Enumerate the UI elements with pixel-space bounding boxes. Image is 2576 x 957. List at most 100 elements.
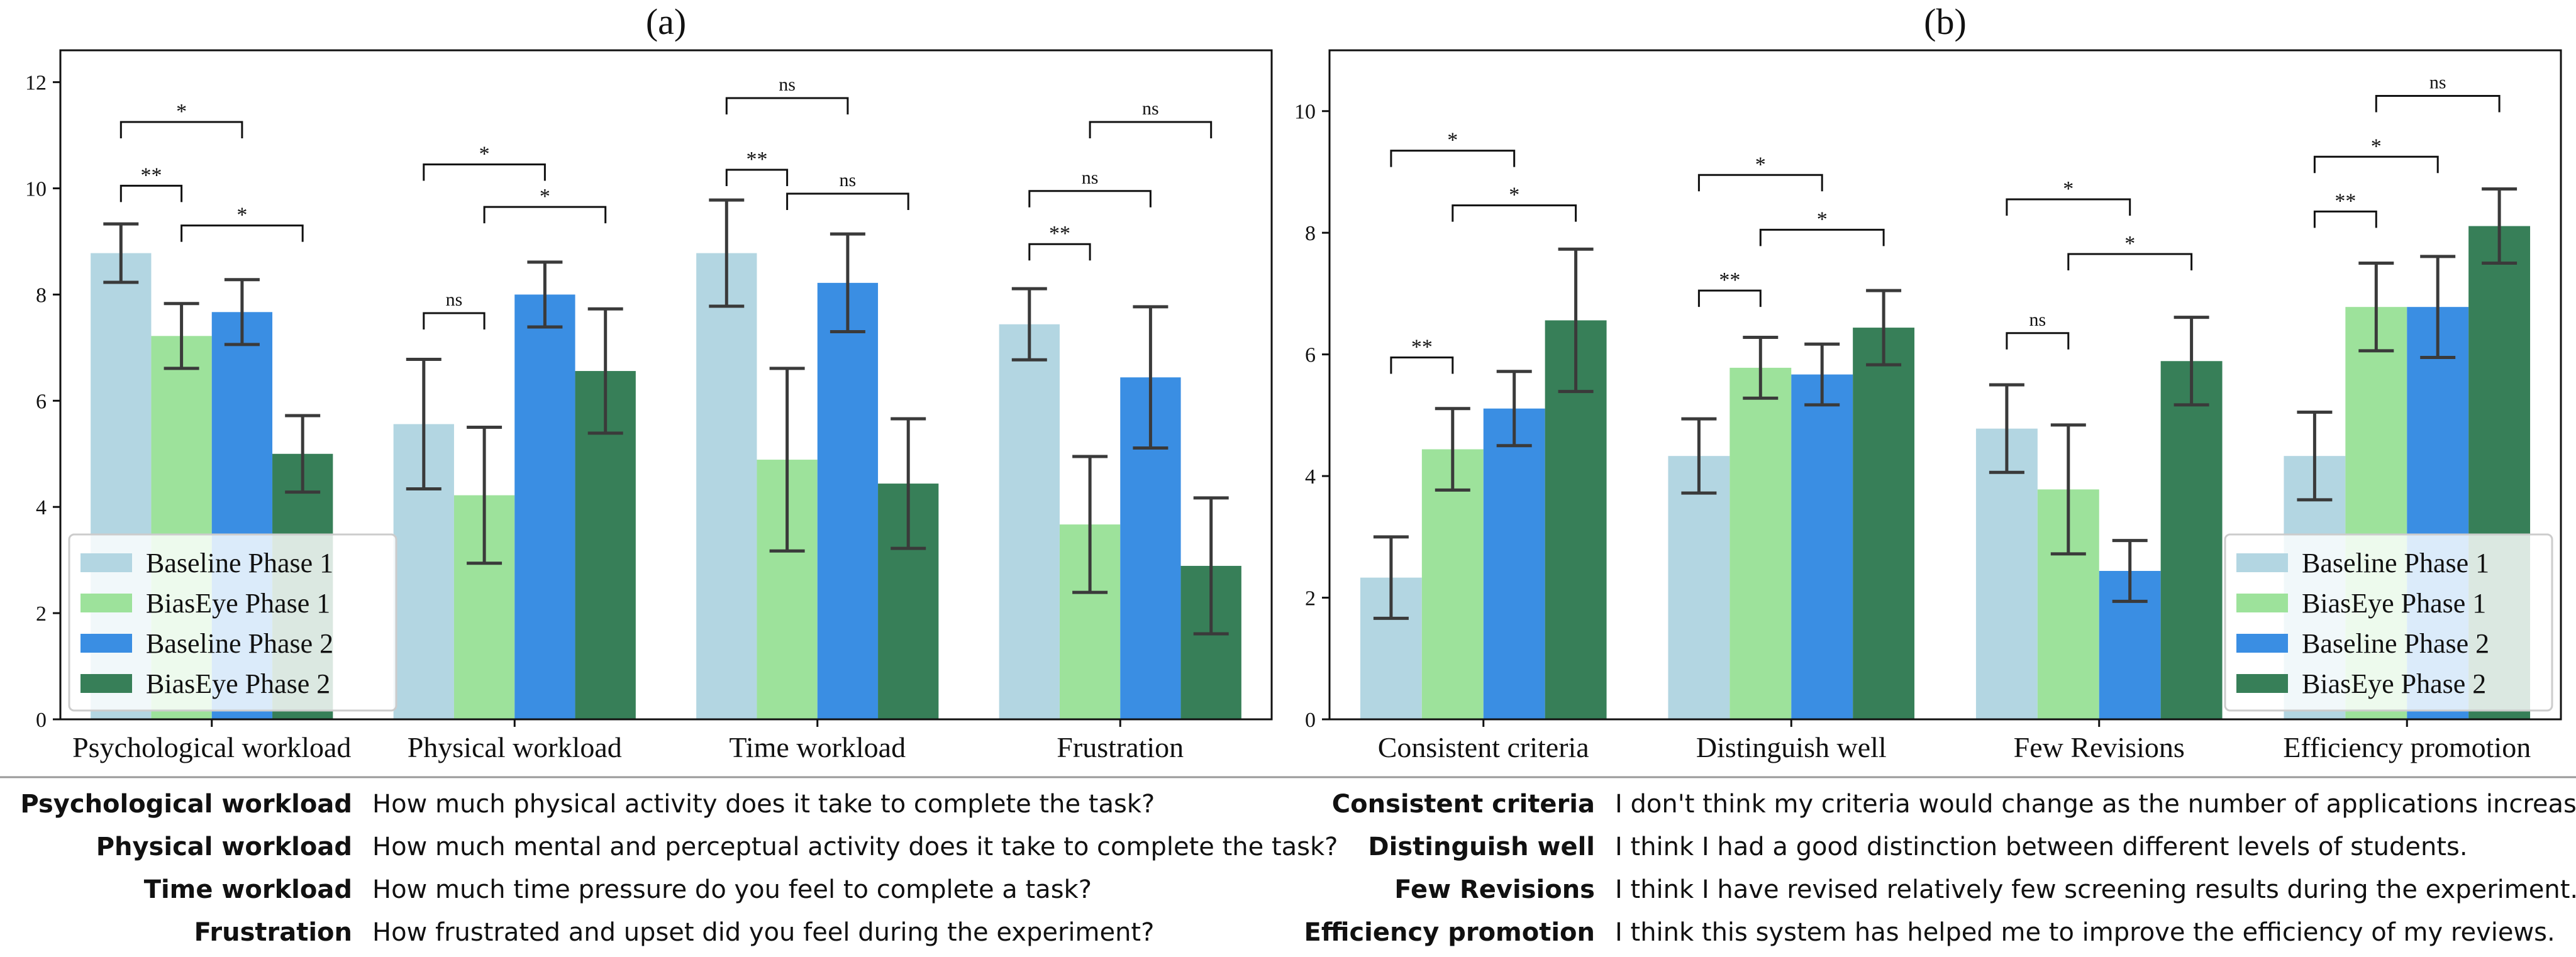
y-tick-label: 8 — [1305, 222, 1316, 245]
description-list-right: Consistent criteria I don't think my crit… — [1304, 790, 2576, 947]
significance-label: ns — [2029, 309, 2046, 330]
legend-swatch-baseline-phase-1 — [2236, 553, 2288, 572]
bar-baseline-phase-1-frustration — [999, 324, 1060, 719]
y-tick-label: 10 — [1294, 101, 1316, 124]
significance-label: * — [1509, 184, 1519, 207]
chart-title: (a) — [646, 1, 686, 42]
significance-label: * — [236, 204, 247, 227]
significance-label: ns — [446, 289, 463, 310]
x-tick-label-efficiency-promotion: Efficiency promotion — [2283, 731, 2531, 763]
significance-label: * — [2063, 177, 2074, 201]
significance-bracket — [725, 97, 849, 114]
x-tick-label-distinguish-well: Distinguish well — [1696, 731, 1887, 763]
y-tick-label: 12 — [25, 72, 47, 95]
x-tick-label-frustration: Frustration — [1057, 731, 1184, 763]
bar-biaseye-phase-1-consistent-criteria — [1421, 449, 1484, 719]
description-term-consistent-criteria: Consistent criteria — [1332, 790, 1595, 819]
bar-baseline-phase-1-few-revisions — [1975, 428, 2038, 719]
description-list-left: Psychological workload How much physical … — [20, 790, 1338, 947]
description-text-few-revisions: I think I have revised relatively few sc… — [1615, 875, 2576, 904]
description-term-efficiency-promotion: Efficiency promotion — [1304, 918, 1595, 947]
legend-swatch-baseline-phase-2 — [2236, 634, 2288, 653]
significance-bracket — [1697, 174, 1823, 192]
significance-bracket — [2313, 210, 2377, 228]
y-tick-label: 10 — [25, 178, 47, 201]
significance-bracket — [2067, 253, 2193, 271]
y-tick-label: 0 — [36, 709, 47, 732]
description-text-distinguish-well: I think I had a good distinction between… — [1615, 833, 2468, 861]
bar-biaseye-phase-2-distinguish-well — [1853, 328, 1915, 719]
legend-swatch-baseline-phase-2 — [80, 634, 132, 653]
chart-title: (b) — [1924, 1, 1967, 42]
significance-bracket — [2375, 95, 2501, 113]
description-text-consistent-criteria: I don't think my criteria would change a… — [1615, 790, 2576, 819]
significance-bracket — [1028, 190, 1152, 207]
x-tick-label-few-revisions: Few Revisions — [2014, 731, 2185, 763]
legend-label-baseline-phase-2: Baseline Phase 2 — [2302, 628, 2489, 659]
significance-bracket — [1028, 243, 1091, 261]
legend-box — [68, 533, 397, 712]
description-term-time-workload: Time workload — [144, 875, 352, 904]
description-term-few-revisions: Few Revisions — [1394, 875, 1595, 904]
bar-baseline-phase-1-distinguish-well — [1668, 456, 1730, 719]
y-tick-label: 6 — [36, 390, 47, 413]
description-text-time-workload: How much time pressure do you feel to co… — [372, 875, 1092, 904]
significance-bracket — [2006, 332, 2070, 350]
significance-label: * — [1755, 153, 1766, 176]
significance-label: ns — [1082, 167, 1099, 188]
legend-label-baseline-phase-1: Baseline Phase 1 — [2302, 548, 2489, 578]
significance-bracket — [1452, 204, 1577, 222]
description-text-efficiency-promotion: I think this system has helped me to imp… — [1615, 918, 2555, 947]
significance-bracket — [786, 192, 909, 210]
y-tick-label: 4 — [1305, 465, 1316, 489]
significance-label: ns — [1142, 98, 1159, 119]
plot-frame — [1328, 49, 2562, 721]
chart-panel-a: (a)024681012****ns****nsns**nsnsPsycholo… — [25, 1, 1273, 763]
plot-frame — [59, 49, 1273, 721]
significance-bracket — [1390, 150, 1516, 167]
significance-label: ** — [1049, 222, 1070, 245]
bar-baseline-phase-2-time-workload — [817, 282, 879, 719]
significance-bracket — [1390, 356, 1454, 374]
y-tick-label: 0 — [1305, 709, 1316, 732]
x-tick-label-time-workload: Time workload — [729, 731, 906, 763]
bar-biaseye-phase-2-few-revisions — [2160, 361, 2223, 719]
significance-label: * — [540, 185, 550, 208]
significance-bracket — [423, 312, 486, 329]
description-term-psychological-workload: Psychological workload — [20, 790, 352, 819]
legend-label-biaseye-phase-1: BiasEye Phase 1 — [2302, 588, 2486, 619]
y-tick-label: 2 — [36, 602, 47, 626]
bar-baseline-phase-1-time-workload — [696, 253, 757, 720]
description-text-frustration: How frustrated and upset did you feel du… — [372, 918, 1154, 947]
description-text-physical-workload: How much mental and perceptual activity … — [372, 833, 1338, 861]
bar-baseline-phase-2-physical-workload — [514, 294, 575, 719]
description-term-distinguish-well: Distinguish well — [1368, 833, 1595, 861]
significance-label: ** — [1719, 268, 1740, 292]
significance-label: * — [2371, 135, 2382, 158]
significance-bracket — [483, 206, 607, 224]
significance-label: * — [2124, 232, 2135, 255]
x-tick-label-psychological-workload: Psychological workload — [72, 731, 351, 763]
significance-label: * — [176, 100, 187, 123]
legend-swatch-baseline-phase-1 — [80, 553, 132, 572]
significance-label: ns — [2429, 72, 2446, 93]
significance-label: * — [1447, 129, 1458, 152]
legend-swatch-biaseye-phase-2 — [80, 674, 132, 693]
bar-baseline-phase-2-consistent-criteria — [1483, 408, 1545, 719]
legend-label-biaseye-phase-1: BiasEye Phase 1 — [146, 588, 330, 619]
x-tick-label-consistent-criteria: Consistent criteria — [1378, 731, 1589, 763]
significance-bracket — [119, 184, 183, 202]
significance-label: ** — [1411, 335, 1433, 358]
significance-label: * — [1817, 207, 1828, 231]
significance-bracket — [1697, 289, 1762, 307]
significance-label: * — [479, 143, 490, 166]
y-tick-label: 8 — [36, 284, 47, 307]
description-term-physical-workload: Physical workload — [96, 833, 352, 861]
significance-bracket — [423, 163, 546, 181]
significance-bracket — [180, 224, 304, 242]
significance-label: ** — [746, 148, 767, 171]
legend-box — [2224, 533, 2553, 712]
legend-swatch-biaseye-phase-1 — [2236, 594, 2288, 612]
